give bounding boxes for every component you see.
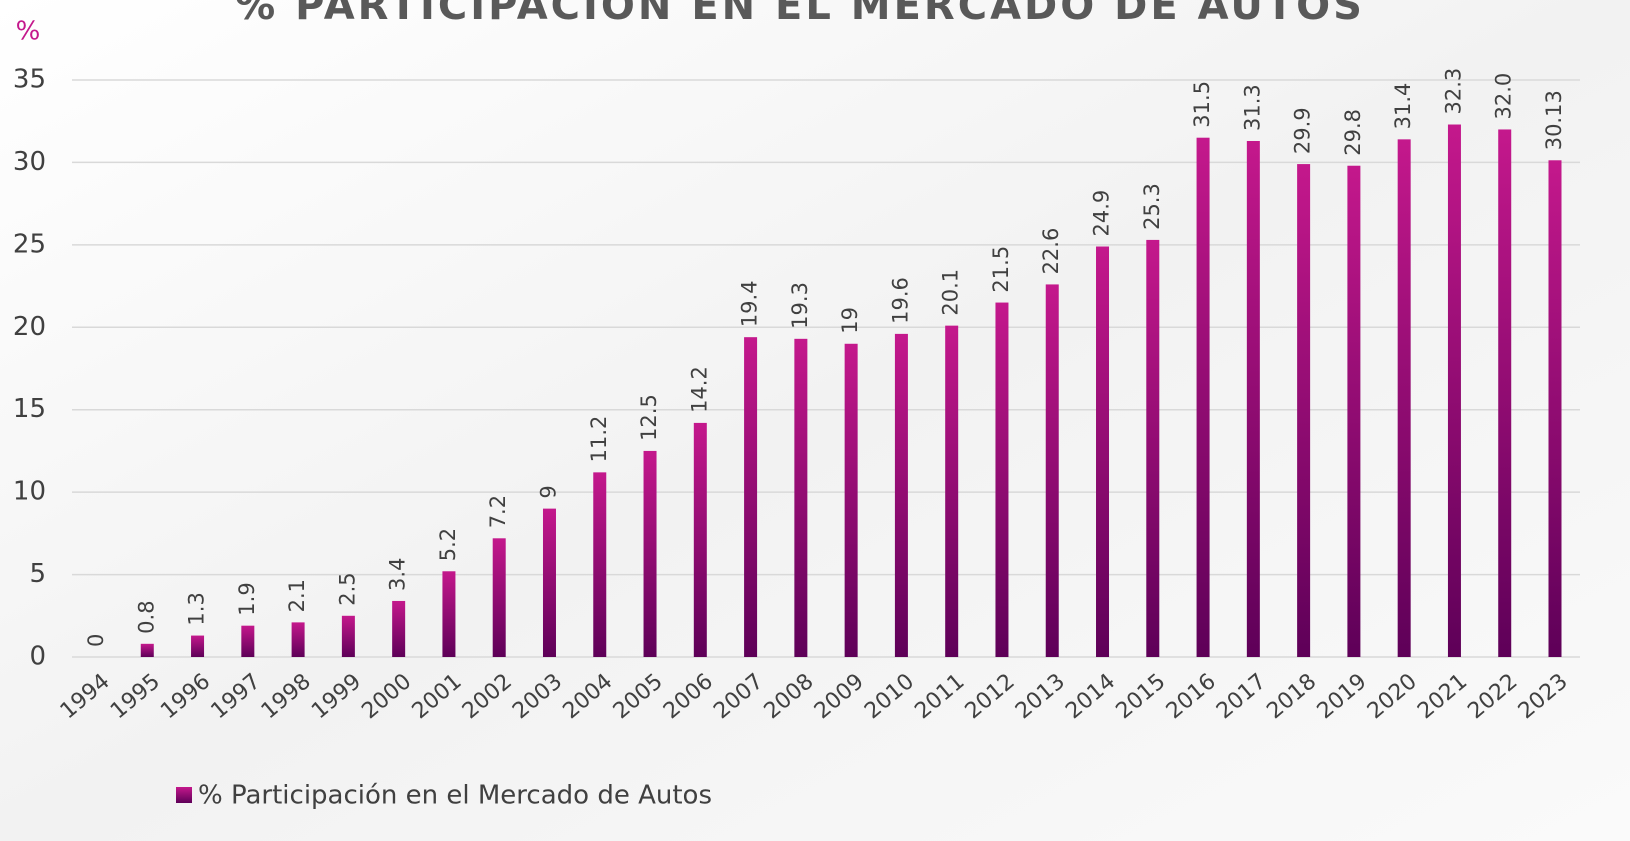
chart-title: % PARTICIPACIÓN EN EL MERCADO DE AUTOS — [235, 0, 1365, 29]
data-label: 2.1 — [285, 579, 309, 612]
data-label: 31.3 — [1240, 84, 1264, 131]
bar — [1397, 139, 1411, 657]
y-tick-label: 35 — [13, 65, 46, 95]
bar — [241, 625, 255, 657]
data-label: 0 — [84, 634, 108, 647]
data-label: 1.9 — [235, 582, 259, 615]
bar — [945, 325, 959, 657]
bar — [643, 450, 657, 657]
y-axis-label: % — [16, 17, 41, 47]
data-label: 19.6 — [888, 277, 912, 324]
bar — [1196, 137, 1210, 657]
bar — [1498, 129, 1512, 657]
bar — [744, 337, 758, 657]
data-label: 19.3 — [788, 282, 812, 329]
data-label: 32.0 — [1492, 73, 1516, 120]
data-label: 24.9 — [1090, 190, 1114, 237]
bar — [693, 422, 707, 657]
bar — [995, 302, 1009, 657]
bar — [1297, 164, 1311, 657]
data-label: 30.13 — [1542, 90, 1566, 150]
data-label: 31.5 — [1190, 81, 1214, 128]
bar — [593, 472, 607, 657]
legend-marker — [176, 787, 192, 803]
bar — [1246, 140, 1260, 658]
data-label: 31.4 — [1391, 83, 1415, 130]
bar — [844, 343, 858, 657]
data-label: 7.2 — [486, 495, 510, 528]
y-tick-label: 15 — [13, 394, 46, 424]
bar — [140, 643, 154, 657]
data-label: 12.5 — [637, 394, 661, 441]
bar — [492, 538, 506, 657]
data-label: 2.5 — [335, 572, 359, 605]
data-label: 25.3 — [1140, 183, 1164, 230]
data-label: 0.8 — [134, 600, 158, 633]
y-tick-label: 25 — [13, 229, 46, 259]
bar — [442, 571, 456, 657]
data-label: 21.5 — [989, 246, 1013, 293]
bar — [894, 333, 908, 657]
data-label: 19 — [838, 307, 862, 334]
data-label: 5.2 — [436, 528, 460, 561]
bar — [794, 338, 808, 657]
data-label: 9 — [536, 485, 560, 498]
bar — [191, 635, 205, 657]
data-label: 32.3 — [1441, 68, 1465, 115]
bar — [392, 600, 406, 657]
legend-label: % Participación en el Mercado de Autos — [198, 781, 712, 811]
bar — [1548, 160, 1562, 657]
bar — [1096, 246, 1110, 657]
y-tick-label: 20 — [13, 312, 46, 342]
data-label: 14.2 — [687, 366, 711, 413]
data-label: 3.4 — [386, 558, 410, 591]
y-tick-label: 0 — [29, 642, 46, 672]
data-label: 29.9 — [1291, 107, 1315, 154]
bar — [1447, 124, 1461, 658]
data-label: 20.1 — [939, 269, 963, 316]
bar — [341, 615, 355, 657]
data-label: 29.8 — [1341, 109, 1365, 156]
y-tick-label: 5 — [29, 559, 46, 589]
y-tick-label: 10 — [13, 477, 46, 507]
bar — [291, 622, 305, 657]
data-label: 1.3 — [185, 592, 209, 625]
data-label: 11.2 — [587, 416, 611, 463]
bar — [1045, 284, 1059, 657]
data-label: 22.6 — [1039, 228, 1063, 275]
bar — [542, 508, 556, 657]
bar — [1146, 239, 1160, 657]
bar — [1347, 165, 1361, 657]
y-tick-label: 30 — [13, 147, 46, 177]
data-label: 19.4 — [738, 280, 762, 327]
